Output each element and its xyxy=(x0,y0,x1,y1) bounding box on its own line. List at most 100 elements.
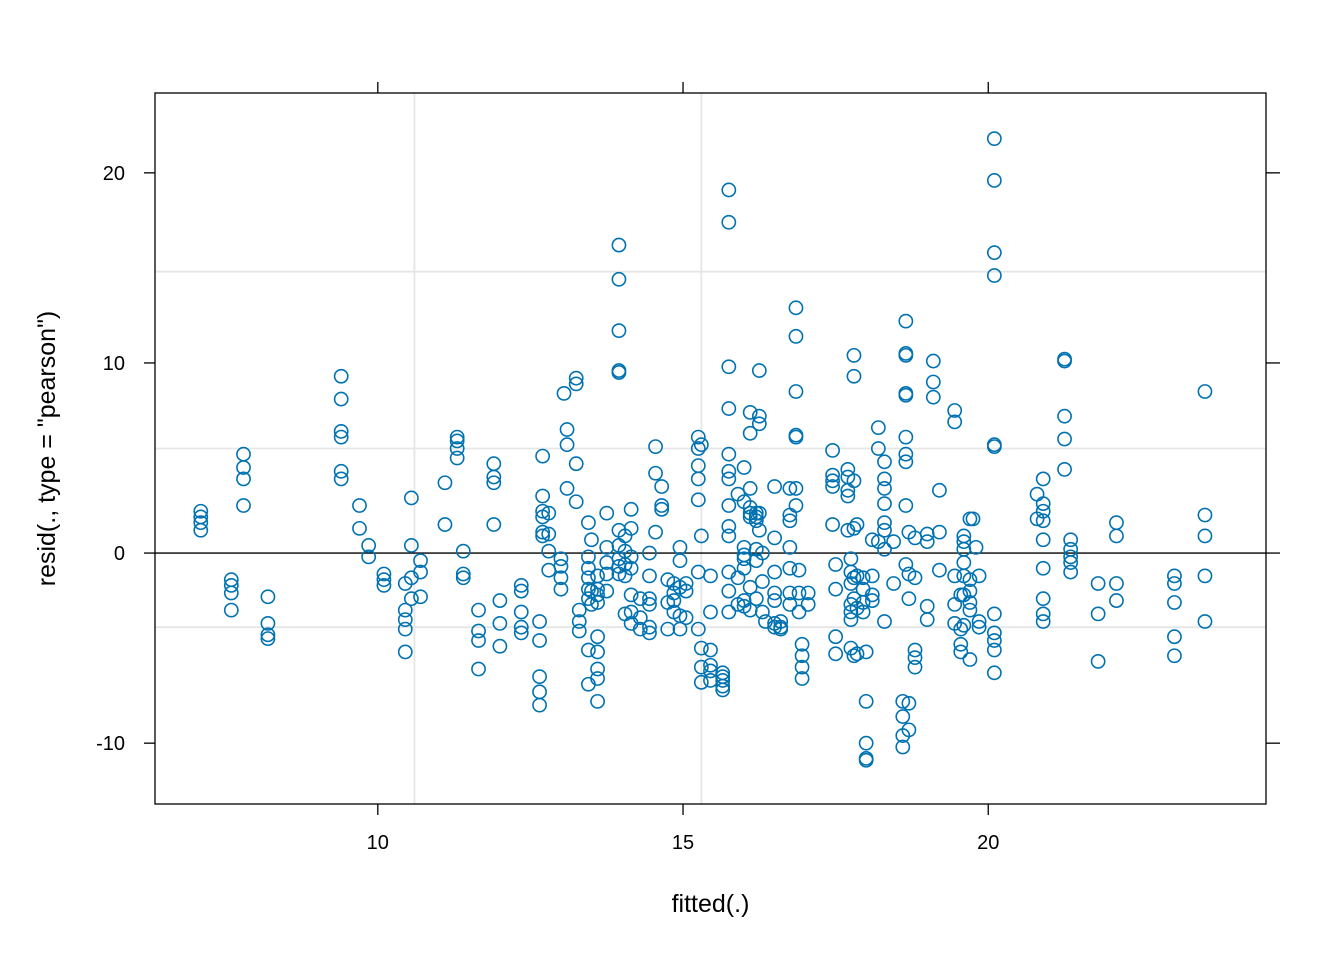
data-point xyxy=(825,467,840,483)
data-point xyxy=(721,446,737,462)
data-point xyxy=(1197,568,1213,584)
data-point xyxy=(968,539,984,555)
data-point xyxy=(846,570,862,586)
data-point xyxy=(782,596,798,612)
data-point xyxy=(895,709,911,724)
data-point xyxy=(855,570,871,586)
data-point xyxy=(1109,528,1124,544)
data-point xyxy=(437,475,453,491)
data-point xyxy=(623,501,639,517)
data-point xyxy=(553,581,569,597)
data-point xyxy=(971,614,987,629)
data-point xyxy=(828,581,844,597)
data-point xyxy=(986,173,1002,188)
data-point xyxy=(965,511,981,527)
data-point xyxy=(886,534,902,550)
data-point xyxy=(788,429,804,445)
data-point xyxy=(223,602,239,618)
data-point xyxy=(864,587,880,603)
data-point xyxy=(611,237,627,253)
data-point xyxy=(864,593,880,608)
data-point xyxy=(1035,503,1051,519)
data-point xyxy=(361,549,377,565)
data-point xyxy=(791,562,807,578)
data-point xyxy=(693,437,709,453)
data-point xyxy=(986,665,1002,681)
data-point xyxy=(513,583,529,599)
data-point xyxy=(599,583,615,599)
data-point xyxy=(788,300,804,316)
data-point xyxy=(449,450,465,466)
data-point xyxy=(672,621,688,637)
data-point xyxy=(947,414,963,430)
data-point xyxy=(794,636,810,652)
data-point xyxy=(858,752,874,768)
data-point xyxy=(947,403,963,418)
data-point xyxy=(590,587,605,603)
data-point xyxy=(895,693,911,709)
data-point xyxy=(535,448,551,464)
data-point xyxy=(748,591,764,607)
data-point xyxy=(846,520,862,536)
data-point xyxy=(1090,654,1106,669)
data-point xyxy=(898,313,914,329)
data-point xyxy=(986,625,1002,641)
data-point xyxy=(825,479,840,494)
data-point xyxy=(590,568,605,584)
data-point xyxy=(877,515,892,531)
data-point xyxy=(541,505,557,521)
data-point xyxy=(773,619,789,635)
data-point xyxy=(455,543,471,559)
data-point xyxy=(690,492,706,508)
data-point xyxy=(748,513,764,529)
data-point xyxy=(986,633,1002,648)
data-point xyxy=(877,471,892,487)
data-point xyxy=(333,471,349,487)
data-point xyxy=(870,420,886,435)
data-point xyxy=(782,539,798,555)
data-point xyxy=(397,621,413,637)
data-point xyxy=(623,560,639,576)
data-point xyxy=(898,557,914,572)
data-point xyxy=(715,682,731,698)
data-point xyxy=(767,479,782,494)
data-point xyxy=(828,629,844,645)
data-point xyxy=(901,722,917,738)
data-point xyxy=(693,674,709,690)
data-point xyxy=(571,623,587,639)
data-point xyxy=(642,568,657,584)
data-point xyxy=(471,623,486,639)
data-point xyxy=(828,557,844,572)
data-point xyxy=(590,661,605,677)
data-point xyxy=(742,425,758,441)
data-point xyxy=(986,606,1002,622)
data-point xyxy=(754,574,770,589)
x-axis-label: fitted(.) xyxy=(672,890,750,918)
data-point xyxy=(898,454,914,470)
data-point xyxy=(782,585,798,601)
data-point xyxy=(742,579,758,595)
data-point xyxy=(721,528,737,544)
data-point xyxy=(376,572,392,588)
data-point xyxy=(413,553,428,569)
data-point xyxy=(864,532,880,548)
data-point xyxy=(898,498,914,513)
data-point xyxy=(413,564,428,580)
data-point xyxy=(754,545,770,561)
data-point xyxy=(486,517,502,532)
data-point xyxy=(886,576,902,591)
data-point xyxy=(1057,353,1072,369)
data-point xyxy=(236,471,251,487)
data-point xyxy=(1029,486,1045,502)
data-point xyxy=(1035,614,1051,629)
data-point xyxy=(721,463,737,479)
data-point xyxy=(877,496,892,512)
data-point xyxy=(1197,528,1213,544)
data-point xyxy=(919,534,935,550)
data-point xyxy=(236,498,251,513)
data-point xyxy=(791,604,807,620)
data-point xyxy=(455,566,471,582)
data-point xyxy=(907,650,923,666)
data-point xyxy=(632,621,648,637)
